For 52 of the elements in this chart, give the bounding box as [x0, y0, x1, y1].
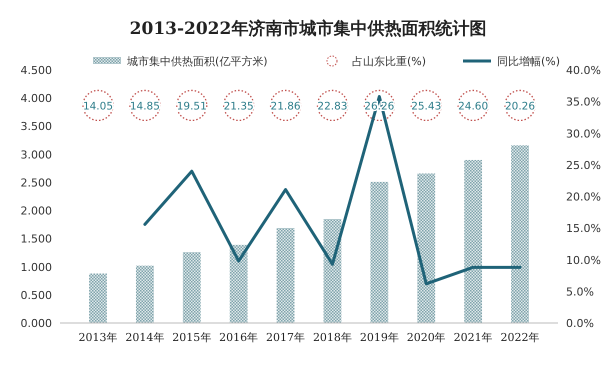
annotation: 20.26: [504, 100, 536, 112]
legend-label: 同比增幅(%): [497, 55, 560, 68]
annotation: 21.86: [270, 100, 301, 112]
y2-tick-label: 35.0%: [566, 96, 601, 109]
x-tick-label: 2017年: [266, 331, 306, 344]
bar: [89, 274, 107, 323]
annotation: 19.51: [176, 100, 207, 112]
y2-tick-label: 20.0%: [566, 190, 601, 204]
legend-label: 城市集中供热面积(亿平方米): [126, 55, 268, 68]
annotation: 24.60: [458, 100, 488, 112]
x-tick-label: 2020年: [406, 331, 446, 344]
x-tick-label: 2015年: [172, 331, 212, 344]
x-tick-label: 2019年: [360, 331, 399, 344]
bar: [417, 173, 436, 323]
x-tick-label: 2013年: [78, 331, 118, 344]
bar: [511, 145, 529, 323]
bar: [136, 266, 154, 323]
y2-tick-label: 25.0%: [566, 158, 601, 172]
annotation: 21.35: [224, 100, 254, 112]
y2-tick-label: 5.0%: [566, 285, 594, 298]
x-tick-label: 2022年: [500, 331, 540, 344]
y2-tick-label: 40.0%: [566, 64, 601, 77]
bar: [370, 182, 388, 323]
y-tick-label: 1.000: [20, 260, 52, 274]
x-tick-label: 2014年: [125, 331, 164, 344]
bar: [182, 252, 201, 323]
y2-tick-label: 15.0%: [566, 222, 601, 236]
y-tick-label: 3.500: [20, 120, 52, 134]
text: 占山东比重(%): [352, 55, 426, 68]
bar: [324, 218, 342, 323]
annotation: 14.85: [130, 100, 160, 112]
y2-tick-label: 10.0%: [566, 254, 601, 267]
annotation: 22.83: [317, 100, 348, 112]
y-tick-label: 4.500: [20, 64, 52, 77]
y-tick-label: 4.000: [20, 92, 52, 106]
y2-tick-label: 30.0%: [566, 127, 601, 140]
annotation: 14.05: [82, 100, 114, 112]
bar: [230, 244, 248, 323]
bar: [464, 160, 482, 323]
y2-tick-label: 0.0%: [566, 317, 594, 330]
x-tick-label: 2021年: [454, 331, 493, 344]
annotation: 25.43: [411, 100, 442, 112]
chart-title: 2013-2022年济南市城市集中供热面积统计图: [130, 19, 486, 39]
y-tick-label: 2.000: [20, 204, 52, 218]
y-tick-label: 2.500: [20, 176, 52, 190]
y-tick-label: 1.500: [20, 232, 52, 246]
y-tick-label: 3.000: [20, 148, 52, 162]
y-tick-label: 0.000: [20, 317, 52, 330]
y-tick-label: 0.500: [20, 288, 52, 302]
x-tick-label: 2016年: [219, 331, 258, 344]
bar: [276, 228, 294, 323]
x-tick-label: 2018年: [312, 331, 352, 344]
